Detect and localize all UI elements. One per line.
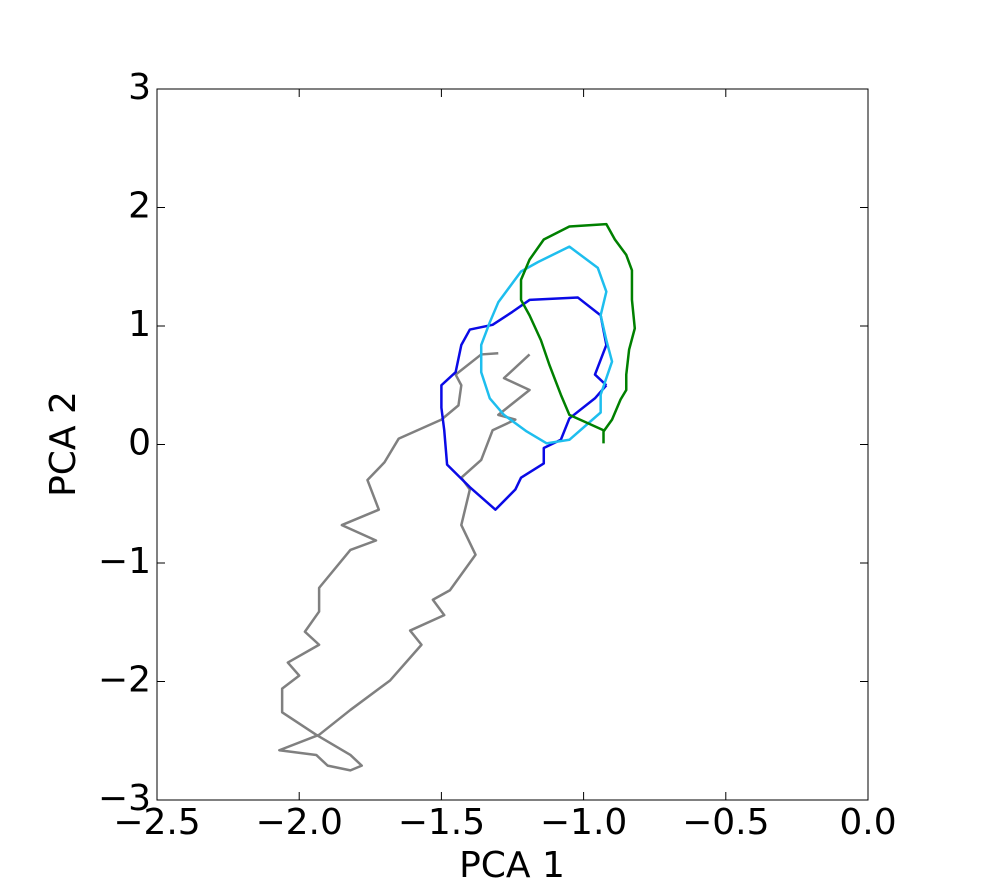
plot-lines xyxy=(278,222,637,772)
y-tick-label: 3 xyxy=(128,67,151,108)
x-tick-label: −2.0 xyxy=(255,802,342,843)
y-tick-label: −2 xyxy=(98,660,151,701)
data-line xyxy=(479,245,614,445)
x-tick-label: 0.0 xyxy=(839,802,896,843)
data-line xyxy=(519,222,637,444)
x-tick-label: −0.5 xyxy=(682,802,769,843)
x-tick-label: −2.5 xyxy=(113,802,200,843)
data-line xyxy=(440,296,608,511)
y-tick-label: −3 xyxy=(98,778,151,819)
x-tick-label: −1.5 xyxy=(398,802,485,843)
y-axis-label: PCA 2 xyxy=(43,391,84,497)
x-axis-label: PCA 1 xyxy=(459,845,565,886)
y-tick-label: 2 xyxy=(128,186,151,227)
y-tick-label: −1 xyxy=(98,541,151,582)
x-tick-label: −1.0 xyxy=(540,802,627,843)
y-tick-label: 1 xyxy=(128,304,151,345)
y-tick-label: 0 xyxy=(128,423,151,464)
